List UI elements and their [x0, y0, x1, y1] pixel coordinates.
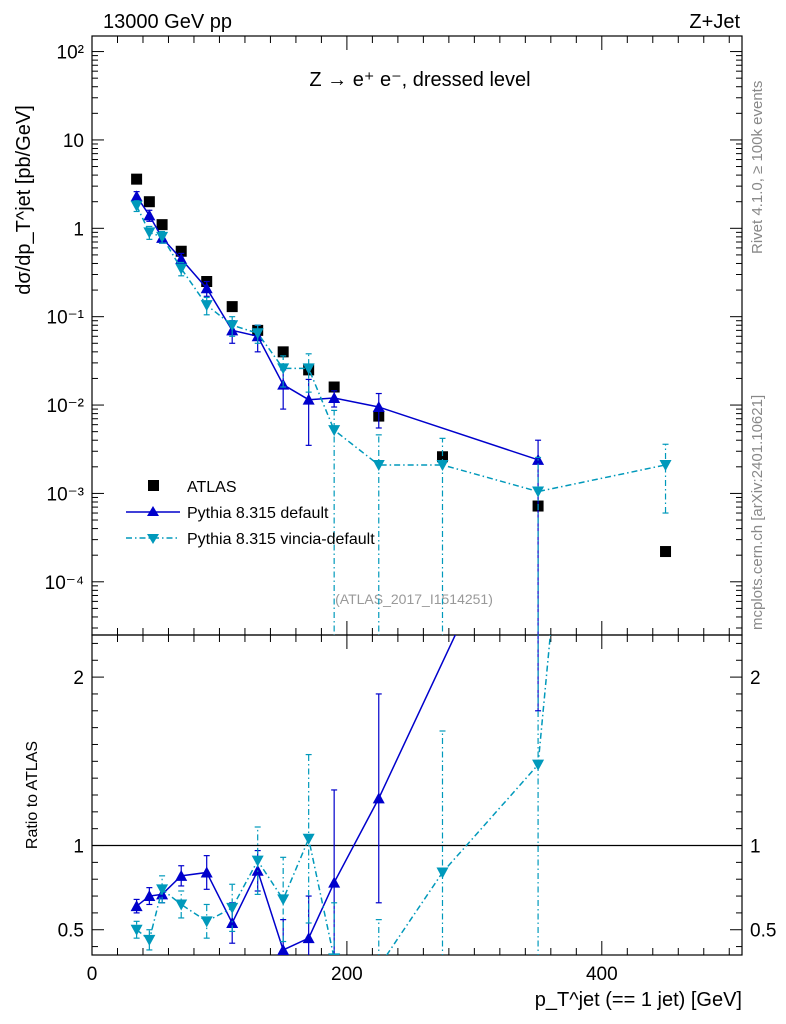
- analysis-label: (ATLAS_2017_I1514251): [335, 591, 493, 607]
- legend-marker-default: [147, 506, 159, 516]
- ratio-point-vincia: [302, 833, 315, 845]
- ratio-point-vincia: [200, 916, 213, 928]
- ratio-point-default: [251, 864, 264, 876]
- legend: ATLAS Pythia 8.315 default Pythia 8.315 …: [126, 479, 375, 548]
- data-point-atlas: [328, 381, 340, 393]
- main-y-tick-label: 10⁻²: [47, 396, 85, 417]
- legend-label-default: Pythia 8.315 default: [187, 505, 329, 522]
- data-point-default: [372, 401, 385, 413]
- data-point-vincia: [251, 328, 264, 340]
- main-y-tick-label: 10: [63, 131, 84, 152]
- main-y-tick-label: 10⁻¹: [47, 308, 85, 329]
- ratio-y-tick-label-right: 1: [750, 837, 761, 858]
- ratio-point-vincia: [328, 953, 341, 955]
- legend-label-atlas: ATLAS: [187, 479, 237, 496]
- ratio-y-tick-label: 1: [73, 837, 84, 858]
- ratio-point-default: [200, 866, 213, 878]
- ratio-point-vincia: [143, 934, 156, 946]
- data-point-vincia: [659, 459, 672, 471]
- main-y-axis: 10⁻⁴ 10⁻³ 10⁻² 10⁻¹ 1 10 10²: [45, 43, 742, 629]
- x-tick-label: 200: [331, 964, 363, 985]
- ratio-point-vincia: [226, 902, 239, 914]
- legend-label-vincia: Pythia 8.315 vincia-default: [187, 531, 375, 548]
- data-point-atlas: [175, 245, 187, 257]
- data-point-atlas: [131, 173, 143, 185]
- ratio-point-vincia: [373, 962, 385, 973]
- process-label: Z+Jet: [689, 11, 740, 33]
- data-point-atlas: [277, 346, 289, 358]
- panel-title: Z → e⁺ e⁻, dressed level: [309, 69, 530, 91]
- ratio-point-vincia: [156, 884, 169, 896]
- ratio-line-1: [136, 635, 552, 955]
- ratio-point-default: [226, 917, 239, 928]
- data-point-atlas: [143, 196, 155, 208]
- data-point-vincia: [328, 425, 341, 437]
- data-point-vincia: [436, 459, 449, 471]
- data-point-vincia: [302, 363, 315, 375]
- x-tick-label: 0: [87, 964, 98, 985]
- ratio-panel-frame: [91, 634, 743, 956]
- ratio-point-vincia: [532, 759, 545, 771]
- data-point-default: [328, 392, 341, 404]
- data-point-atlas: [436, 451, 448, 463]
- data-point-atlas: [156, 219, 168, 231]
- data-point-atlas: [660, 546, 672, 558]
- main-y-tick-label: 10⁻³: [47, 484, 85, 505]
- data-point-vincia: [200, 300, 213, 312]
- x-tick-label: 400: [586, 964, 618, 985]
- ratio-y-tick-label: 0.5: [58, 921, 84, 942]
- data-point-vincia: [143, 227, 156, 239]
- data-point-default: [175, 252, 188, 264]
- data-point-vincia: [532, 486, 545, 498]
- ratio-point-vincia: [175, 899, 188, 911]
- data-point-default: [143, 209, 156, 221]
- ratio-point-default: [175, 869, 188, 881]
- beam-label: 13000 GeV pp: [103, 11, 232, 33]
- data-point-atlas: [226, 301, 238, 313]
- ratio-point-vincia: [251, 855, 264, 867]
- ratio-y-tick-label-right: 2: [750, 668, 761, 689]
- ratio-point-default: [372, 792, 385, 804]
- ratio-point-default: [277, 943, 290, 955]
- ratio-point-vincia: [130, 924, 143, 936]
- ratio-point-default: [302, 932, 315, 944]
- main-y-tick-label: 10⁻⁴: [45, 573, 84, 594]
- series-line-2: [135, 205, 666, 493]
- legend-marker-atlas: [148, 480, 159, 491]
- ratio-point-vincia: [277, 894, 290, 906]
- ratio-y-axis: 0.5 0.5 1 1 2 2: [58, 642, 776, 948]
- ratio-y-tick-label-right: 0.5: [750, 921, 776, 942]
- main-y-tick-label: 10²: [57, 43, 84, 64]
- ratio-y-tick-label: 2: [73, 668, 84, 689]
- ratio-point-vincia: [436, 867, 449, 879]
- data-point-default: [302, 393, 315, 405]
- data-point-vincia: [226, 320, 239, 332]
- main-y-tick-label: 1: [73, 219, 84, 240]
- data-point-vincia: [372, 459, 385, 471]
- ratio-point-default: [130, 900, 143, 912]
- legend-marker-vincia: [147, 534, 159, 544]
- series-line-1: [135, 195, 539, 461]
- data-point-vincia: [277, 363, 290, 375]
- ratio-point-default: [328, 876, 341, 888]
- ratio-y-label: Ratio to ATLAS: [24, 741, 41, 849]
- data-point-default: [200, 282, 213, 294]
- x-axis: 0 200 400: [87, 36, 730, 985]
- main-y-label: dσ/dp_T^jet [pb/GeV]: [13, 105, 35, 295]
- ratio-point-default: [143, 890, 156, 902]
- x-axis-label: p_T^jet (== 1 jet) [GeV]: [535, 989, 742, 1011]
- data-point-vincia: [175, 263, 188, 275]
- data-point-vincia: [156, 231, 169, 243]
- mcplots-label: mcplots.cern.ch [arXiv:2401.10621]: [749, 395, 766, 630]
- data-point-vincia: [130, 200, 143, 212]
- ratio-data-layer: [130, 635, 552, 973]
- rivet-label: Rivet 4.1.0, ≥ 100k events: [749, 81, 766, 254]
- main-data-layer: [130, 173, 672, 635]
- data-point-default: [130, 190, 143, 202]
